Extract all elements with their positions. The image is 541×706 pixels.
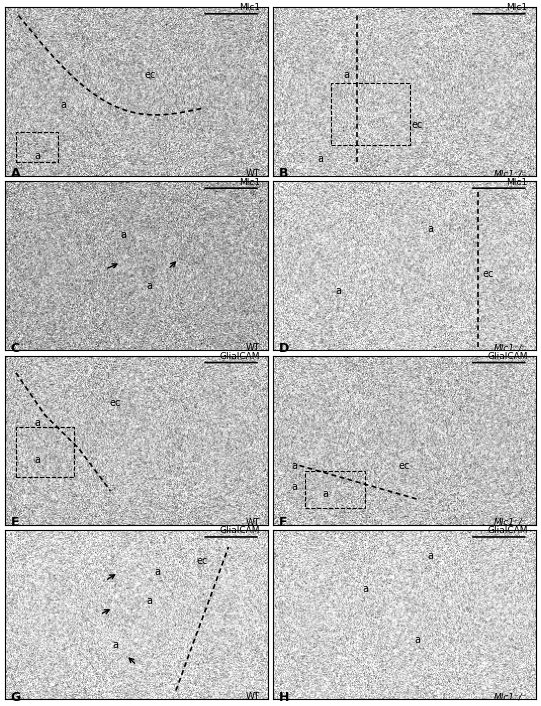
Text: ec: ec [399, 460, 410, 470]
Text: a: a [322, 489, 329, 499]
Text: ec: ec [110, 398, 121, 408]
Text: F: F [279, 516, 287, 529]
Text: B: B [279, 167, 288, 180]
Text: Mlc1: Mlc1 [239, 177, 260, 186]
Text: WT: WT [246, 343, 260, 352]
Text: a: a [147, 281, 153, 291]
Text: ec: ec [144, 70, 155, 80]
Text: GlialCAM: GlialCAM [220, 352, 260, 361]
Text: GlialCAM: GlialCAM [487, 352, 527, 361]
Text: a: a [60, 100, 66, 110]
Text: D: D [279, 342, 289, 354]
Text: E: E [11, 516, 19, 529]
Text: a: a [336, 286, 342, 296]
Bar [16, 132, 58, 162]
Text: a: a [427, 551, 434, 561]
Text: a: a [414, 635, 420, 645]
Text: Mlc1⁻/⁻: Mlc1⁻/⁻ [494, 169, 527, 178]
Text: a: a [155, 568, 161, 578]
Text: GlialCAM: GlialCAM [220, 526, 260, 535]
Bar [16, 426, 74, 477]
Text: a: a [291, 460, 297, 470]
Text: a: a [34, 150, 40, 160]
Text: a: a [318, 154, 324, 164]
Text: ec: ec [412, 120, 423, 130]
Text: a: a [147, 596, 153, 606]
Text: GlialCAM: GlialCAM [487, 526, 527, 535]
Text: ec: ec [483, 269, 494, 280]
Bar [331, 83, 410, 145]
Text: a: a [34, 455, 40, 465]
Text: a: a [362, 585, 368, 594]
Text: WT: WT [246, 692, 260, 701]
Text: H: H [279, 690, 289, 703]
Text: Mlc1⁻/⁻: Mlc1⁻/⁻ [494, 343, 527, 352]
Text: C: C [11, 342, 20, 354]
Text: a: a [34, 419, 40, 429]
Text: WT: WT [246, 169, 260, 178]
Text: G: G [11, 690, 21, 703]
Text: A: A [11, 167, 20, 180]
Text: a: a [344, 70, 349, 80]
Text: Mlc1⁻/⁻: Mlc1⁻/⁻ [494, 692, 527, 701]
Text: a: a [121, 230, 127, 241]
Bar [305, 471, 365, 508]
Text: a: a [427, 224, 434, 234]
Text: Mlc1: Mlc1 [506, 177, 527, 186]
Text: a: a [291, 482, 297, 493]
Text: Mlc1⁻/⁻: Mlc1⁻/⁻ [494, 517, 527, 527]
Text: Mlc1: Mlc1 [239, 3, 260, 12]
Text: a: a [113, 640, 118, 650]
Text: Mlc1: Mlc1 [506, 3, 527, 12]
Text: WT: WT [246, 517, 260, 527]
Text: ec: ec [196, 556, 208, 566]
